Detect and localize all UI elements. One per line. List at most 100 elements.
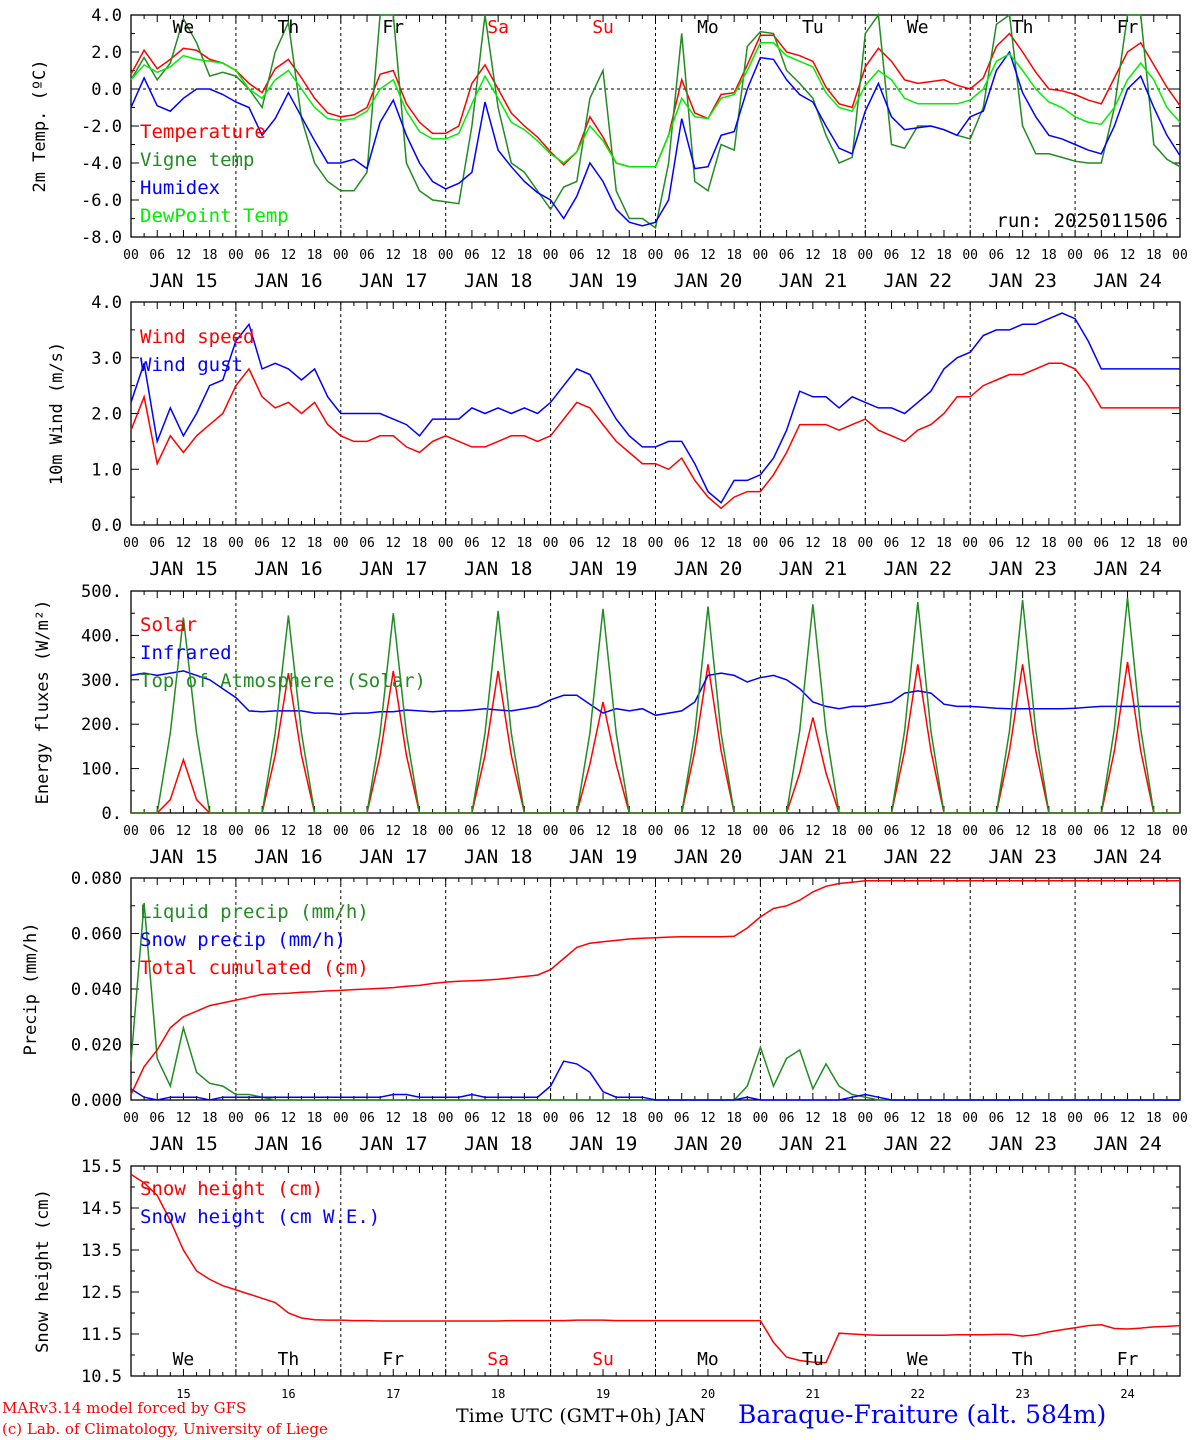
hour-label: 00 <box>1172 248 1188 263</box>
legend-entry: Snow height (cm) <box>140 1178 323 1200</box>
hour-label: 00 <box>648 1111 664 1126</box>
hour-label: 06 <box>674 1111 690 1126</box>
hour-label: 06 <box>254 248 270 263</box>
weekday-label: We <box>907 17 929 38</box>
hour-label: 12 <box>1015 248 1031 263</box>
y-axis-title: 10m Wind (m/s) <box>47 342 67 485</box>
date-label: JAN 17 <box>359 270 428 292</box>
date-label: JAN 19 <box>569 558 638 580</box>
hour-label: 00 <box>333 1111 349 1126</box>
hour-label: 12 <box>176 536 192 551</box>
hour-label: 06 <box>779 248 795 263</box>
hour-label: 18 <box>307 824 323 839</box>
y-tick-label: 4.0 <box>91 293 122 313</box>
y-tick-label: 1.0 <box>91 460 122 480</box>
weekday-label: Mo <box>697 17 719 38</box>
hour-label: 18 <box>1146 1111 1162 1126</box>
date-label: JAN 20 <box>674 558 743 580</box>
y-tick-label: 200. <box>81 715 122 735</box>
weekday-label: Th <box>278 17 300 38</box>
weekday-label: Fr <box>382 17 404 38</box>
series-line-snow-height-cm- <box>130 1173 1181 1364</box>
hour-label: 12 <box>1120 536 1136 551</box>
hour-label: 18 <box>202 536 218 551</box>
legend-entry: Vigne temp <box>140 149 254 171</box>
hour-label: 06 <box>254 536 270 551</box>
day-number: 23 <box>1015 1387 1029 1401</box>
date-label: JAN 22 <box>883 558 952 580</box>
weekday-label: Su <box>592 17 614 38</box>
y-tick-label: 12.5 <box>81 1283 122 1303</box>
hour-label: 06 <box>1093 248 1109 263</box>
hour-label: 18 <box>1146 536 1162 551</box>
hour-label: 18 <box>1146 248 1162 263</box>
hour-label: 00 <box>438 248 454 263</box>
hour-label: 00 <box>1067 824 1083 839</box>
date-label: JAN 24 <box>1093 558 1162 580</box>
hour-label: 06 <box>779 824 795 839</box>
series-line-total-cumulated-cm- <box>130 880 1180 1095</box>
hour-label: 18 <box>621 536 637 551</box>
y-tick-label: 0.0 <box>91 80 122 100</box>
date-label: JAN 18 <box>464 558 533 580</box>
legend-entry: Solar <box>140 614 197 636</box>
hour-label: 00 <box>228 248 244 263</box>
hour-label: 18 <box>517 1111 533 1126</box>
date-label: JAN 15 <box>149 1133 218 1155</box>
date-label: JAN 19 <box>569 1133 638 1155</box>
hour-label: 12 <box>805 824 821 839</box>
hour-label: 12 <box>595 1111 611 1126</box>
date-label: JAN 18 <box>464 1133 533 1155</box>
y-tick-label: 10.5 <box>81 1367 122 1387</box>
weekday-label: We <box>907 1349 929 1370</box>
hour-label: 06 <box>569 824 585 839</box>
hour-label: 18 <box>936 1111 952 1126</box>
hour-label: 06 <box>149 1111 165 1126</box>
hour-label: 18 <box>936 824 952 839</box>
hour-label: 12 <box>281 1111 297 1126</box>
hour-label: 00 <box>438 536 454 551</box>
hour-label: 00 <box>962 1111 978 1126</box>
hour-label: 06 <box>884 824 900 839</box>
date-label: JAN 24 <box>1093 846 1162 868</box>
date-label: JAN 17 <box>359 558 428 580</box>
weekday-label: Mo <box>697 1349 719 1370</box>
weekday-label: Th <box>1012 1349 1034 1370</box>
hour-label: 00 <box>543 536 559 551</box>
hour-label: 12 <box>910 1111 926 1126</box>
y-tick-label: 300. <box>81 671 122 691</box>
model-credit: MARv3.14 model forced by GFS <box>2 1399 247 1417</box>
y-tick-label: 0.080 <box>71 869 122 889</box>
hour-label: 06 <box>464 248 480 263</box>
hour-label: 18 <box>621 248 637 263</box>
hour-label: 00 <box>857 536 873 551</box>
date-label: JAN 21 <box>779 558 848 580</box>
hour-label: 12 <box>910 824 926 839</box>
legend-entry: Temperature <box>140 121 266 143</box>
date-label: JAN 21 <box>779 846 848 868</box>
date-label: JAN 17 <box>359 846 428 868</box>
hour-label: 18 <box>831 1111 847 1126</box>
hour-label: 12 <box>700 1111 716 1126</box>
hour-label: 06 <box>884 1111 900 1126</box>
hour-label: 06 <box>464 1111 480 1126</box>
date-label: JAN 22 <box>883 270 952 292</box>
legend-entry: Infrared <box>140 642 232 664</box>
hour-label: 18 <box>307 536 323 551</box>
hour-label: 12 <box>805 248 821 263</box>
hour-label: 06 <box>149 824 165 839</box>
hour-label: 06 <box>254 1111 270 1126</box>
legend-entry: Top of Atmosphere (Solar) <box>140 670 426 692</box>
hour-label: 12 <box>490 536 506 551</box>
panel-frame <box>130 301 1181 526</box>
date-label: JAN 19 <box>569 270 638 292</box>
hour-label: 00 <box>753 248 769 263</box>
legend-entry: Liquid precip (mm/h) <box>140 901 369 923</box>
hour-label: 18 <box>831 824 847 839</box>
hour-label: 12 <box>281 536 297 551</box>
y-axis-title: Precip (mm/h) <box>21 922 41 1055</box>
hour-label: 18 <box>202 248 218 263</box>
y-tick-label: 100. <box>81 760 122 780</box>
hour-label: 06 <box>569 248 585 263</box>
weekday-label: Tu <box>802 1349 824 1370</box>
